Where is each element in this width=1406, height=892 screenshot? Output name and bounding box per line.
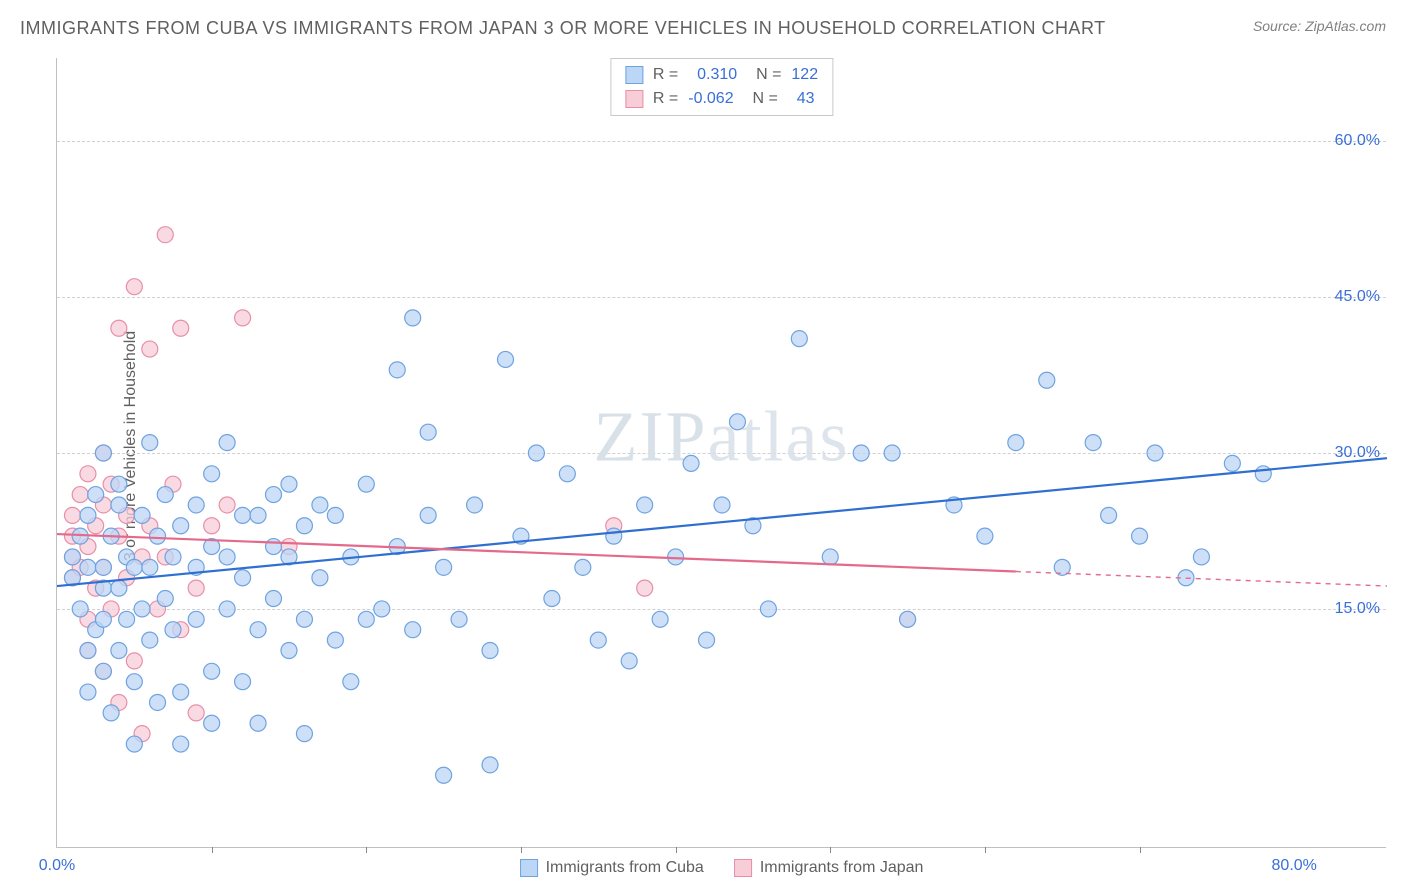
source-label: Source: ZipAtlas.com [1253,18,1386,34]
swatch-japan [625,90,643,108]
legend-item-japan: Immigrants from Japan [734,859,924,877]
trend-lines [57,58,1387,848]
x-tick-label: 80.0% [1272,857,1317,875]
trend-line [1016,572,1387,587]
legend-row-cuba: R = 0.310 N = 122 [625,63,818,87]
correlation-legend: R = 0.310 N = 122 R = -0.062 N = 43 [610,58,833,116]
swatch-japan-b [734,859,752,877]
legend-item-cuba: Immigrants from Cuba [520,859,704,877]
x-tick-label: 0.0% [39,857,75,875]
trend-line [57,458,1387,586]
legend-row-japan: R = -0.062 N = 43 [625,87,818,111]
swatch-cuba [625,66,643,84]
chart-title: IMMIGRANTS FROM CUBA VS IMMIGRANTS FROM … [20,18,1106,39]
series-legend: Immigrants from Cuba Immigrants from Jap… [520,859,924,877]
scatter-plot: ZIPatlas R = 0.310 N = 122 R = -0.062 N … [56,58,1386,848]
swatch-cuba-b [520,859,538,877]
